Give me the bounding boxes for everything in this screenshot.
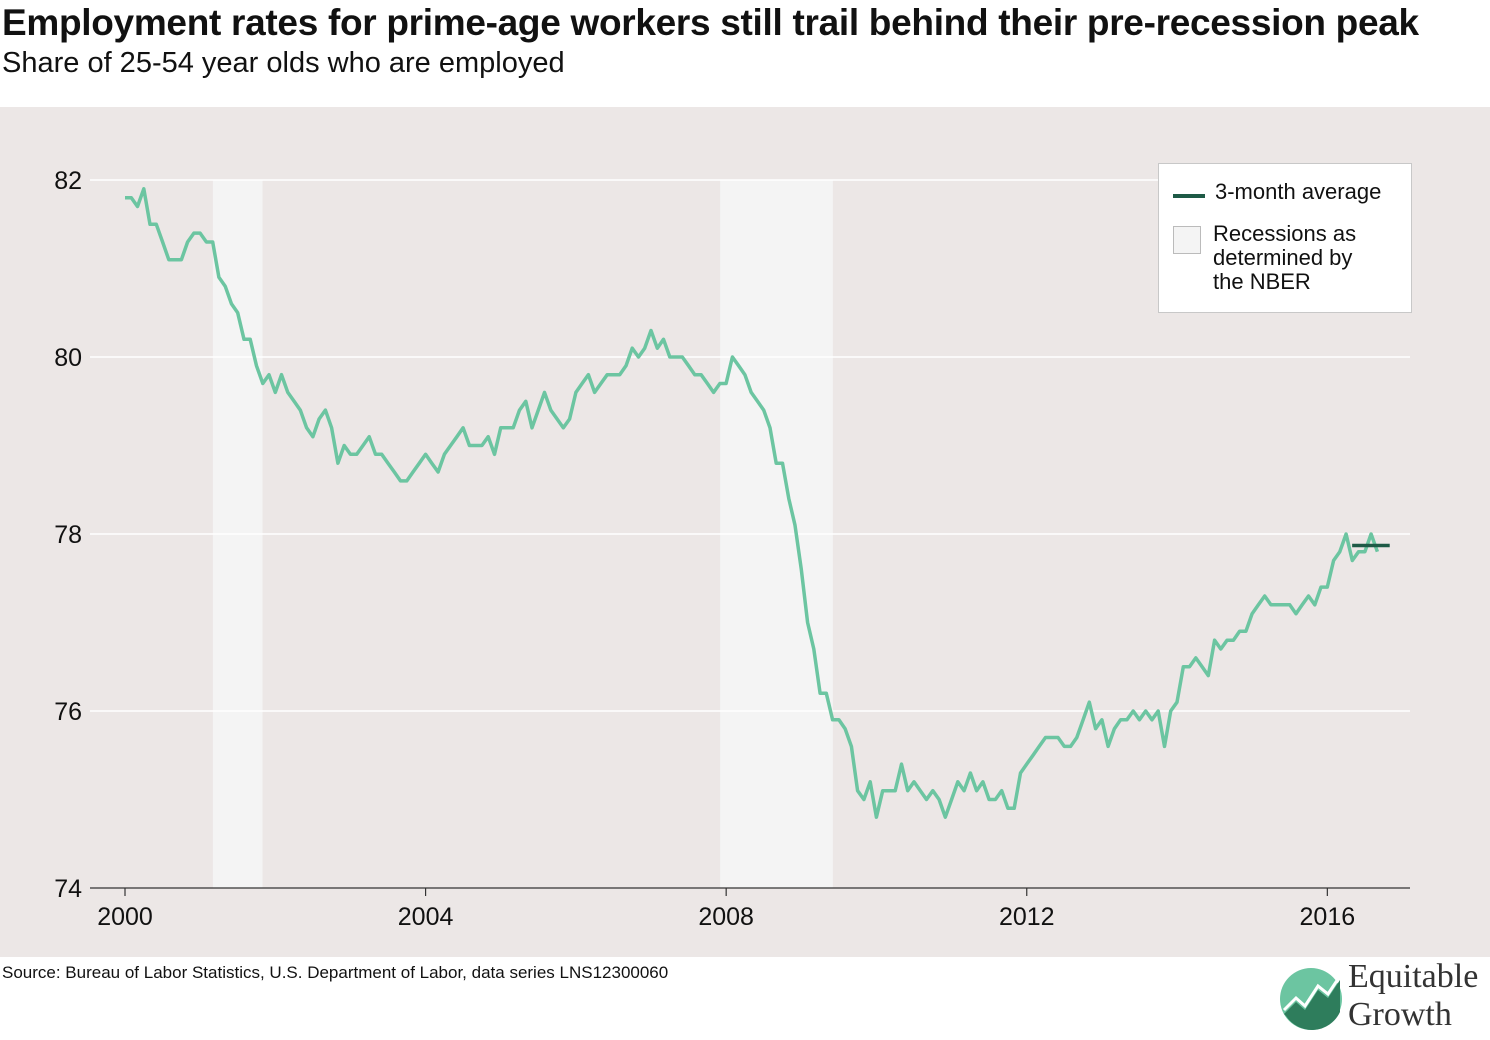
legend-item-average: 3-month average bbox=[1173, 180, 1381, 204]
x-tick-label-2008: 2008 bbox=[698, 903, 754, 931]
logo-line-2: Growth bbox=[1348, 996, 1452, 1033]
logo-wordmark: Equitable Growth bbox=[1348, 958, 1478, 1034]
source-note: Source: Bureau of Labor Statistics, U.S.… bbox=[2, 963, 669, 982]
legend-recession-swatch bbox=[1173, 226, 1201, 254]
y-tick-label-78: 78 bbox=[54, 521, 82, 549]
y-tick-label-80: 80 bbox=[54, 344, 82, 372]
x-tick-label-2000: 2000 bbox=[97, 903, 153, 931]
series bbox=[125, 187, 1390, 819]
chart-subtitle: Share of 25-54 year olds who are employe… bbox=[2, 47, 565, 79]
legend-item-recession: Recessions as determined by the NBER bbox=[1173, 222, 1383, 294]
growth-chart-logo-icon bbox=[1280, 968, 1342, 1030]
legend: 3-month average Recessions as determined… bbox=[1158, 163, 1412, 313]
x-tick-label-2004: 2004 bbox=[398, 903, 454, 931]
x-tick-label-2012: 2012 bbox=[999, 903, 1055, 931]
y-tick-label-76: 76 bbox=[54, 698, 82, 726]
axes: 74 76 78 80 82 2000 2004 2008 2012 2016 bbox=[54, 167, 1410, 931]
equitable-growth-logo: Equitable Growth bbox=[1278, 958, 1490, 1034]
y-tick-label-74: 74 bbox=[54, 875, 82, 903]
chart-title: Employment rates for prime-age workers s… bbox=[2, 2, 1419, 43]
legend-average-label: 3-month average bbox=[1215, 179, 1382, 204]
legend-recession-label: Recessions as determined by the NBER bbox=[1213, 221, 1357, 294]
logo-line-1: Equitable bbox=[1348, 958, 1479, 995]
x-tick-label-2016: 2016 bbox=[1300, 903, 1356, 931]
y-tick-label-82: 82 bbox=[54, 167, 82, 195]
employment-rate-line bbox=[125, 187, 1380, 819]
legend-average-swatch bbox=[1173, 194, 1205, 198]
